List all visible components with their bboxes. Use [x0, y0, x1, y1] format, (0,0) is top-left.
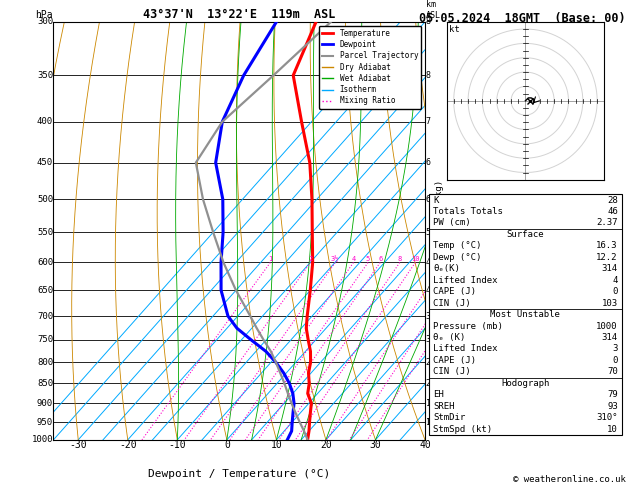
- Text: 6: 6: [426, 158, 431, 167]
- Text: 93: 93: [607, 402, 618, 411]
- Text: 900: 900: [37, 399, 53, 408]
- Text: 6: 6: [378, 257, 382, 262]
- Text: 2: 2: [426, 379, 431, 388]
- Text: 500: 500: [37, 195, 53, 204]
- Text: StmSpd (kt): StmSpd (kt): [433, 425, 492, 434]
- Text: 6: 6: [426, 195, 431, 204]
- Text: 300: 300: [37, 17, 53, 26]
- Text: Mixing Ratio (g/kg): Mixing Ratio (g/kg): [435, 180, 444, 282]
- Text: -20: -20: [119, 440, 136, 450]
- Text: 20: 20: [462, 257, 470, 262]
- Text: 8: 8: [398, 257, 402, 262]
- Text: θₑ(K): θₑ(K): [433, 264, 460, 273]
- Text: km
ASL: km ASL: [426, 0, 441, 20]
- Text: 350: 350: [37, 71, 53, 80]
- Text: -30: -30: [69, 440, 87, 450]
- Text: 10: 10: [411, 257, 420, 262]
- Text: 79: 79: [607, 390, 618, 399]
- Text: kt: kt: [449, 25, 460, 34]
- Text: 4: 4: [352, 257, 355, 262]
- Text: LCL: LCL: [426, 417, 441, 427]
- Text: 30: 30: [370, 440, 381, 450]
- Text: 4: 4: [426, 286, 431, 295]
- Text: 7: 7: [426, 117, 431, 126]
- Text: SREH: SREH: [433, 402, 455, 411]
- Text: 103: 103: [602, 298, 618, 308]
- Text: 4: 4: [426, 258, 431, 267]
- Text: CAPE (J): CAPE (J): [433, 287, 476, 296]
- Text: 3: 3: [426, 335, 431, 345]
- Text: 15: 15: [440, 257, 449, 262]
- Text: 600: 600: [37, 258, 53, 267]
- Text: EH: EH: [433, 390, 444, 399]
- Text: © weatheronline.co.uk: © weatheronline.co.uk: [513, 474, 626, 484]
- Text: Dewpoint / Temperature (°C): Dewpoint / Temperature (°C): [148, 469, 330, 479]
- Text: 40: 40: [419, 440, 431, 450]
- Text: 70: 70: [607, 367, 618, 376]
- Text: Totals Totals: Totals Totals: [433, 207, 503, 216]
- Text: 2: 2: [308, 257, 313, 262]
- Text: 850: 850: [37, 379, 53, 388]
- Text: 4: 4: [613, 276, 618, 285]
- Text: 12.2: 12.2: [596, 253, 618, 262]
- Text: 0: 0: [613, 287, 618, 296]
- Text: 650: 650: [37, 286, 53, 295]
- Text: 8: 8: [426, 71, 431, 80]
- Text: 46: 46: [607, 207, 618, 216]
- Text: 10: 10: [607, 425, 618, 434]
- Text: Lifted Index: Lifted Index: [433, 345, 498, 353]
- Text: 10: 10: [270, 440, 282, 450]
- Text: 750: 750: [37, 335, 53, 345]
- Text: K: K: [433, 195, 438, 205]
- Text: 700: 700: [37, 312, 53, 320]
- Text: 25: 25: [479, 257, 487, 262]
- Legend: Temperature, Dewpoint, Parcel Trajectory, Dry Adiabat, Wet Adiabat, Isotherm, Mi: Temperature, Dewpoint, Parcel Trajectory…: [319, 26, 421, 108]
- Text: Surface: Surface: [506, 230, 544, 239]
- Text: 16.3: 16.3: [596, 242, 618, 250]
- Text: 3: 3: [426, 312, 431, 320]
- Text: 5: 5: [426, 228, 431, 237]
- Text: 2: 2: [426, 358, 431, 367]
- Text: 1000: 1000: [596, 322, 618, 330]
- Text: 8: 8: [426, 17, 431, 26]
- Text: 0: 0: [224, 440, 230, 450]
- Text: 314: 314: [602, 333, 618, 342]
- Text: PW (cm): PW (cm): [433, 219, 470, 227]
- Text: 5: 5: [366, 257, 370, 262]
- Text: Temp (°C): Temp (°C): [433, 242, 481, 250]
- Text: θₑ (K): θₑ (K): [433, 333, 465, 342]
- Text: Most Unstable: Most Unstable: [491, 310, 560, 319]
- Text: 800: 800: [37, 358, 53, 367]
- Text: CIN (J): CIN (J): [433, 298, 470, 308]
- Text: 314: 314: [602, 264, 618, 273]
- Text: 28: 28: [607, 195, 618, 205]
- Text: 950: 950: [37, 417, 53, 427]
- Text: 0: 0: [613, 356, 618, 365]
- Text: Dewp (°C): Dewp (°C): [433, 253, 481, 262]
- Text: Pressure (mb): Pressure (mb): [433, 322, 503, 330]
- Text: Lifted Index: Lifted Index: [433, 276, 498, 285]
- Text: 3½: 3½: [331, 256, 340, 262]
- Text: 1: 1: [426, 417, 431, 427]
- Text: CIN (J): CIN (J): [433, 367, 470, 376]
- Text: StmDir: StmDir: [433, 413, 465, 422]
- Text: hPa: hPa: [35, 10, 53, 20]
- Text: 310°: 310°: [596, 413, 618, 422]
- Text: 550: 550: [37, 228, 53, 237]
- Text: -10: -10: [169, 440, 186, 450]
- Text: 05.05.2024  18GMT  (Base: 00): 05.05.2024 18GMT (Base: 00): [420, 12, 626, 25]
- Text: 1000: 1000: [31, 435, 53, 444]
- Text: 1: 1: [268, 257, 272, 262]
- Text: 2.37: 2.37: [596, 219, 618, 227]
- Text: Hodograph: Hodograph: [501, 379, 550, 388]
- Text: 20: 20: [320, 440, 332, 450]
- Text: 450: 450: [37, 158, 53, 167]
- Text: 3: 3: [613, 345, 618, 353]
- Text: 1: 1: [426, 399, 431, 408]
- Title: 43°37'N  13°22'E  119m  ASL: 43°37'N 13°22'E 119m ASL: [143, 8, 335, 21]
- Text: 400: 400: [37, 117, 53, 126]
- Text: CAPE (J): CAPE (J): [433, 356, 476, 365]
